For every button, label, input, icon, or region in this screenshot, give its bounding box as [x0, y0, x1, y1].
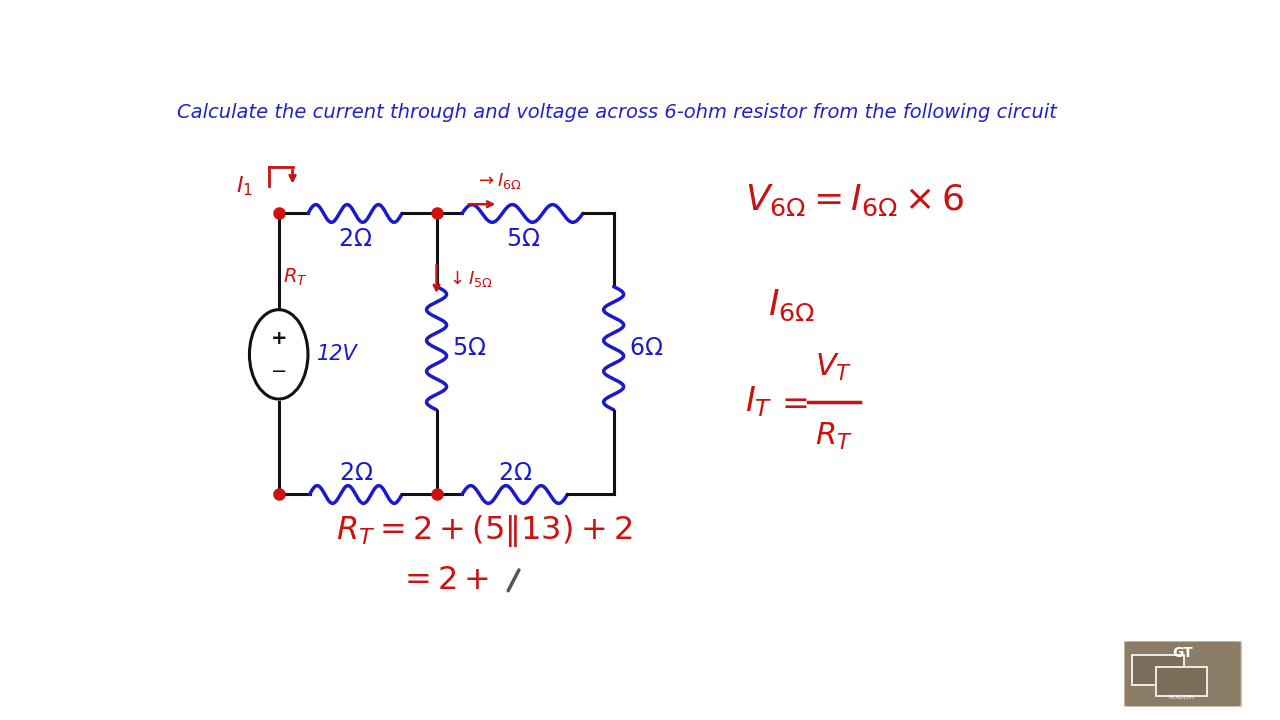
Text: $5\Omega$: $5\Omega$	[506, 228, 540, 251]
Text: $5\Omega$: $5\Omega$	[452, 336, 486, 360]
FancyBboxPatch shape	[1132, 655, 1184, 685]
Text: $I_1$: $I_1$	[236, 175, 252, 198]
Text: Calculate the current through and voltage across 6-ohm resistor from the followi: Calculate the current through and voltag…	[177, 104, 1057, 122]
Text: ACADEMY: ACADEMY	[1170, 695, 1196, 700]
Text: $\downarrow I_{5\Omega}$: $\downarrow I_{5\Omega}$	[445, 269, 493, 289]
Text: $2\Omega$: $2\Omega$	[339, 462, 372, 485]
Text: $I_T$: $I_T$	[745, 384, 772, 420]
Text: −: −	[270, 361, 287, 381]
Text: $V_{6\Omega} = I_{6\Omega} \times 6$: $V_{6\Omega} = I_{6\Omega} \times 6$	[745, 183, 964, 218]
Text: +: +	[270, 330, 287, 348]
Text: $\rightarrow I_{6\Omega}$: $\rightarrow I_{6\Omega}$	[475, 171, 522, 191]
Text: $R_T$: $R_T$	[283, 267, 307, 288]
FancyBboxPatch shape	[1124, 641, 1242, 707]
FancyBboxPatch shape	[1156, 667, 1207, 696]
Text: $=$: $=$	[776, 386, 808, 418]
Text: $2\Omega$: $2\Omega$	[498, 462, 532, 485]
Text: $= 2 +$: $= 2 +$	[398, 565, 489, 596]
Text: $2\Omega$: $2\Omega$	[338, 228, 372, 251]
Text: $I_{6\Omega}$: $I_{6\Omega}$	[768, 288, 815, 323]
Text: $6\Omega$: $6\Omega$	[628, 336, 663, 360]
Text: $V_T$: $V_T$	[815, 352, 852, 383]
Text: 12V: 12V	[317, 344, 358, 364]
Text: $R_T = 2 + (5\|13) + 2$: $R_T = 2 + (5\|13) + 2$	[337, 513, 632, 549]
Text: $R_T$: $R_T$	[815, 421, 852, 452]
Text: GT: GT	[1172, 646, 1193, 660]
